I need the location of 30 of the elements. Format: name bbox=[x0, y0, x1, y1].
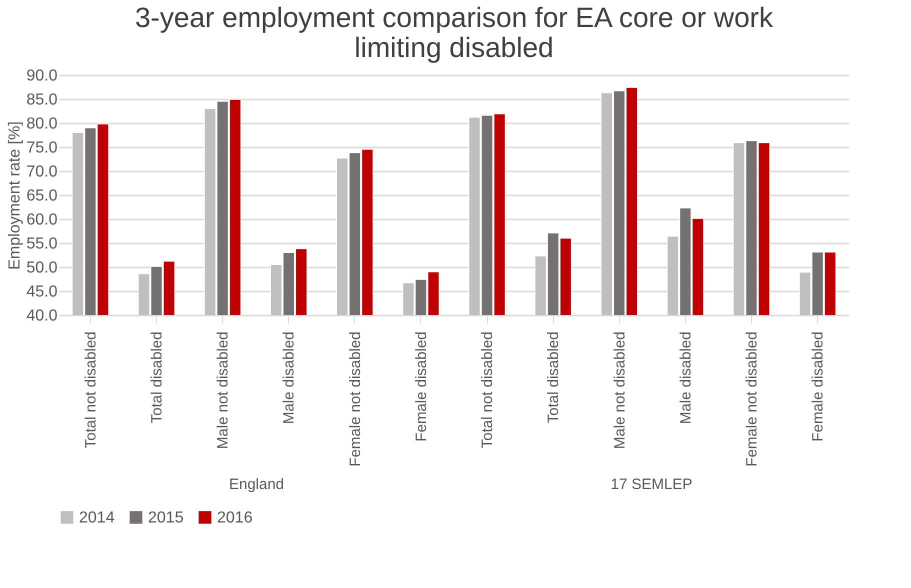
y-tick-label: 55.0 bbox=[26, 236, 58, 252]
x-tick-label: Male disabled bbox=[280, 332, 298, 424]
x-tick-label: Male not disabled bbox=[611, 332, 628, 450]
y-tick-label: 80.0 bbox=[26, 116, 58, 132]
text: 17 SEMLEP bbox=[610, 476, 692, 493]
y-tick-label: 40.0 bbox=[26, 308, 58, 324]
x-tick-label: Female not disabled bbox=[743, 332, 760, 467]
y-tick-label: 85.0 bbox=[26, 92, 58, 108]
legend-label: 2015 bbox=[148, 509, 184, 526]
legend-label: 2014 bbox=[79, 509, 115, 526]
legend-label: 2016 bbox=[217, 509, 253, 526]
y-tick-label: 65.0 bbox=[26, 188, 58, 204]
x-tick-label: Total disabled bbox=[148, 332, 166, 424]
y-tick-label: 60.0 bbox=[26, 212, 58, 228]
chart-title: 3-year employment comparison for EA core or work limiting disabled bbox=[134, 2, 774, 63]
y-tick-label: 75.0 bbox=[26, 140, 58, 156]
y-tick-label: 90.0 bbox=[26, 68, 58, 84]
x-tick-label: Male disabled bbox=[677, 332, 694, 424]
x-tick-label: Total not disabled bbox=[479, 332, 496, 448]
y-tick-label: 50.0 bbox=[26, 260, 58, 276]
x-tick-label: Total not disabled bbox=[82, 332, 100, 448]
x-tick-label: Total disabled bbox=[545, 332, 562, 424]
x-tick-label: Female disabled bbox=[412, 332, 430, 442]
y-tick-label: 70.0 bbox=[26, 164, 58, 180]
y-axis-title: Employment rate [%] bbox=[6, 121, 24, 270]
y-tick-label: 45.0 bbox=[26, 284, 58, 300]
text: England bbox=[228, 476, 284, 493]
x-tick-label: Female not disabled bbox=[346, 332, 364, 467]
x-tick-label: Male not disabled bbox=[214, 332, 232, 450]
x-tick-label: Female disabled bbox=[810, 332, 827, 442]
